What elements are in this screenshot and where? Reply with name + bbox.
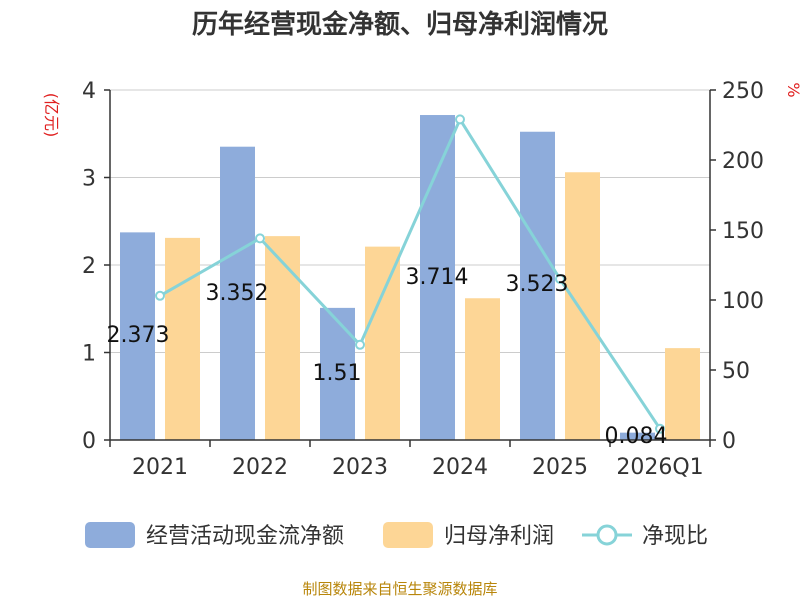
legend-swatch-ratio-marker [596,524,618,546]
legend-label-cashflow: 经营活动现金流净额 [146,524,344,549]
data-labels: 2.373 3.352 1.51 3.714 3.523 0.084 [107,265,668,449]
x-tick-label: 2025 [532,455,588,480]
netprofit-bar [165,237,200,440]
ratio-point [655,423,665,434]
netprofit-bar [565,172,600,440]
right-tick-label: 50 [722,359,750,384]
ratio-line [155,114,665,434]
left-tick-label: 0 [82,429,96,454]
cashflow-bar [520,131,555,441]
source-note: 制图数据来自恒生聚源数据库 [302,580,497,598]
ratio-point [355,339,365,350]
x-tick-label: 2026Q1 [616,455,703,480]
left-axis-unit: (亿元) [42,93,61,138]
netprofit-bar [265,236,300,440]
right-axis-unit: % [784,82,800,97]
right-tick-label: 200 [722,149,764,174]
cashflow-data-label: 3.714 [406,265,469,290]
right-tick-label: 250 [722,79,764,104]
netprofit-bar [665,348,700,440]
legend-label-ratio: 净现比 [642,524,708,549]
axes: 0 1 2 3 4 0 50 100 150 200 250 2021 2022 2023 2024 2025… [82,79,764,480]
chart-title: 历年经营现金净额、归母净利润情况 [192,9,608,40]
ratio-point [555,274,565,284]
left-tick-label: 3 [82,167,96,192]
netprofit-bar [465,298,500,440]
ratio-point [255,233,265,244]
x-tick-label: 2023 [332,455,388,480]
cashflow-data-label: 1.51 [313,361,362,386]
cashflow-data-label: 2.373 [107,323,170,348]
left-tick-label: 2 [82,254,96,279]
cashflow-bar [120,232,155,440]
legend-swatch-cashflow [85,522,135,548]
cashflow-data-label: 3.523 [506,272,569,297]
legend-swatch-netprofit [383,522,433,548]
netprofit-bar [365,246,400,440]
right-tick-label: 0 [722,429,736,454]
right-tick-label: 150 [722,219,764,244]
cashflow-data-label: 0.084 [605,424,668,449]
cashflow-bar [620,432,655,440]
ratio-line-path [159,116,662,430]
x-tick-label: 2024 [432,455,488,480]
x-tick-label: 2022 [232,455,288,480]
cashflow-bar [220,146,255,440]
ratio-point [455,114,465,125]
left-tick-label: 4 [82,79,96,104]
right-tick-label: 100 [722,289,764,314]
ratio-point [155,290,165,301]
legend-label-netprofit: 归母净利润 [444,524,554,549]
legend: 经营活动现金流净额 归母净利润 净现比 [85,522,708,549]
cashflow-data-label: 3.352 [206,281,269,306]
left-tick-label: 1 [82,342,96,367]
bars [120,115,700,441]
x-tick-label: 2021 [132,455,188,480]
cashflow-bar [320,307,355,440]
